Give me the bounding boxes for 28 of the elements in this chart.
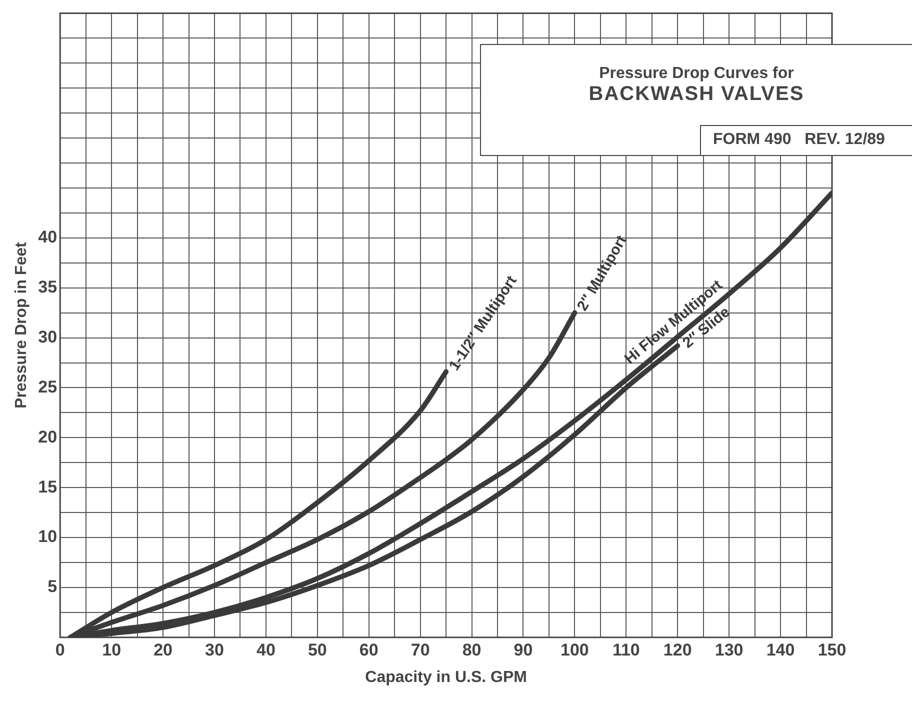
y-tick-label: 10 [38, 527, 58, 546]
x-tick-label: 150 [818, 640, 846, 660]
y-tick-label: 5 [48, 577, 58, 596]
x-tick-label: 0 [55, 640, 65, 660]
annotation: FORM 490 REV. 12/89 [700, 125, 912, 156]
y-axis-title: Pressure Drop in Feet [13, 241, 30, 408]
x-axis-title: Capacity in U.S. GPM [365, 668, 527, 686]
x-tick-label: 130 [714, 640, 744, 660]
x-tick-label: 40 [256, 640, 276, 660]
x-tick-label: 50 [308, 640, 327, 660]
x-tick-label: 100 [560, 640, 589, 660]
x-tick-label: 140 [766, 640, 795, 660]
x-tick-label: 10 [102, 640, 122, 660]
x-tick-label: 20 [154, 640, 172, 660]
x-tick-label: 60 [359, 640, 378, 660]
y-tick-label: 30 [38, 327, 58, 346]
y-tick-label: 35 [38, 278, 58, 297]
x-tick-label: 80 [462, 640, 482, 660]
x-tick-label: 120 [663, 640, 692, 660]
title-panel: Pressure Drop Curves for BACKWASH VALVES FORM 490 REV. 12/89 [480, 44, 912, 156]
y-tick-label: 25 [38, 377, 58, 396]
x-tick-label: 90 [514, 640, 533, 660]
y-tick-label: 15 [38, 477, 58, 496]
y-tick-label: 20 [38, 427, 58, 446]
x-tick-label: 110 [612, 640, 640, 660]
x-tick-label: 70 [410, 640, 430, 660]
x-tick-label: 30 [205, 640, 224, 660]
y-tick-label: 40 [38, 228, 58, 247]
